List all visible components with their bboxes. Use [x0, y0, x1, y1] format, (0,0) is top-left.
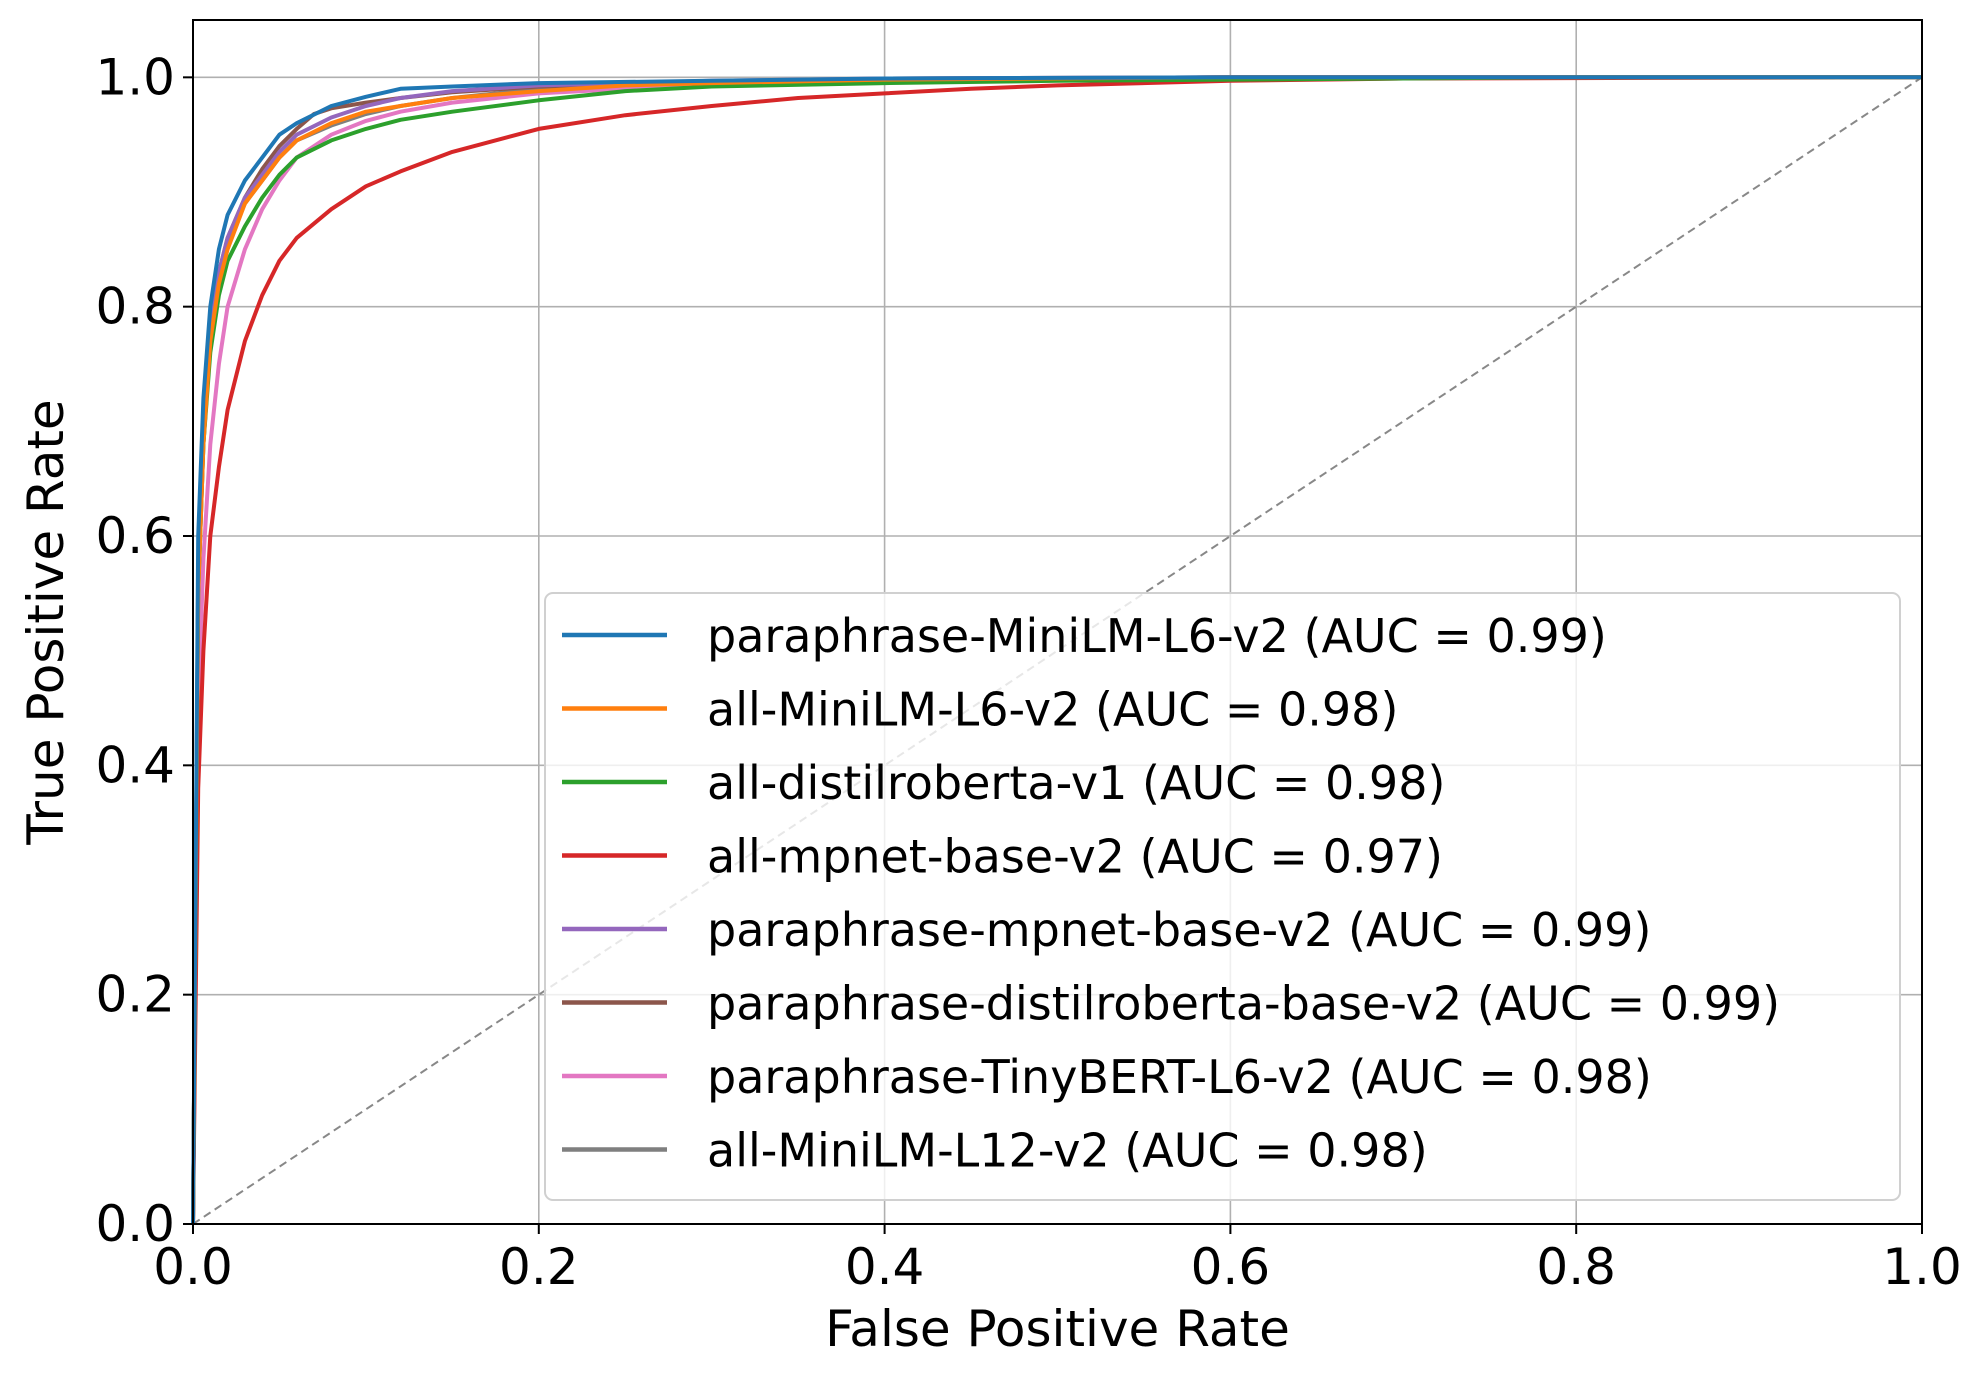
legend-label: paraphrase-MiniLM-L6-v2 (AUC = 0.99): [707, 609, 1607, 663]
y-tick-label: 0.0: [95, 1195, 175, 1253]
x-tick-label: 0.6: [1191, 1238, 1271, 1296]
chance-diagonal-line: [192, 76, 1923, 1225]
x-tick-label: 1.0: [1882, 1238, 1962, 1296]
diagonal-reference: [192, 76, 1923, 1225]
y-axis-label: True Positive Rate: [17, 399, 75, 845]
y-tick-label: 0.2: [95, 966, 175, 1024]
roc-curve-paraphrase-MiniLM-L6-v2: [191, 75, 1922, 1225]
legend-box: [544, 592, 1901, 1201]
legend: paraphrase-MiniLM-L6-v2 (AUC = 0.99) all-…: [544, 592, 1901, 1201]
y-tick-label: 0.6: [95, 507, 175, 565]
y-tick-label: 0.8: [95, 278, 175, 336]
x-tick-label: 0.0: [153, 1238, 233, 1296]
x-axis-label: False Positive Rate: [825, 1300, 1290, 1358]
legend-label: paraphrase-mpnet-base-v2 (AUC = 0.99): [707, 903, 1651, 957]
y-tick-label: 1.0: [95, 48, 175, 106]
x-tick-label: 0.8: [1536, 1238, 1616, 1296]
legend-label: all-MiniLM-L12-v2 (AUC = 0.98): [707, 1124, 1428, 1178]
legend-label: all-distilroberta-v1 (AUC = 0.98): [707, 756, 1445, 810]
legend-label: all-MiniLM-L6-v2 (AUC = 0.98): [707, 683, 1398, 737]
plot-frame: [192, 19, 1923, 1225]
roc-curves: [191, 75, 1923, 1225]
x-tick-label: 0.4: [845, 1238, 925, 1296]
legend-label: paraphrase-TinyBERT-L6-v2 (AUC = 0.98): [707, 1050, 1652, 1104]
legend-label: all-mpnet-base-v2 (AUC = 0.97): [707, 830, 1443, 884]
roc-curve-all-mpnet-base-v2: [191, 75, 1923, 1225]
y-tick-label: 0.4: [95, 736, 175, 794]
legend-label: paraphrase-distilroberta-base-v2 (AUC = …: [707, 977, 1780, 1031]
x-tick-label: 0.2: [499, 1238, 579, 1296]
axis-ticks: 0.0 0.2 0.4 0.6 0.8 1.0 0.0 0.2 0.4 0.6 0.8 1.0: [95, 48, 1961, 1296]
